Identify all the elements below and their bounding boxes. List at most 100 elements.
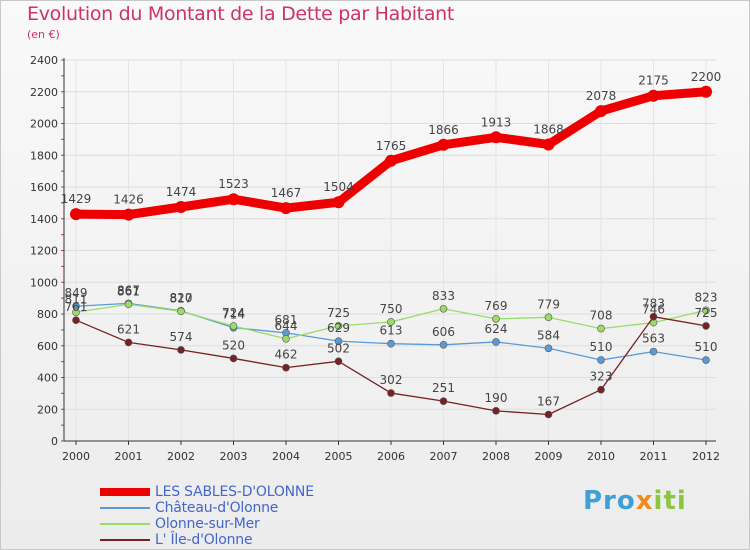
data-point — [702, 322, 710, 330]
legend-swatch — [100, 507, 150, 509]
data-point — [492, 315, 500, 323]
x-tick-label: 2009 — [535, 450, 563, 463]
data-label: 251 — [432, 381, 455, 395]
data-point — [72, 316, 80, 324]
data-point — [649, 312, 658, 321]
data-label: 1467 — [271, 186, 302, 200]
x-tick-label: 2001 — [115, 450, 143, 463]
data-point — [542, 138, 555, 151]
x-tick-label: 2002 — [167, 450, 195, 463]
chart-title: Evolution du Montant de la Dette par Hab… — [27, 3, 455, 25]
legend-swatch — [100, 523, 150, 525]
data-label: 861 — [117, 284, 140, 298]
data-label: 681 — [275, 313, 298, 327]
data-label: 584 — [537, 328, 560, 342]
data-point — [702, 356, 710, 364]
data-point — [700, 85, 712, 98]
data-point — [437, 138, 450, 151]
data-point — [282, 363, 290, 372]
proxiti-logo: Proxiti — [583, 486, 687, 516]
data-point — [334, 337, 343, 345]
data-label: 811 — [65, 292, 88, 306]
data-point — [490, 131, 502, 144]
data-label: 769 — [485, 299, 508, 313]
data-label: 867 — [117, 283, 140, 297]
legend-swatch — [100, 488, 150, 496]
series-lines — [70, 85, 712, 419]
x-tick-label: 2005 — [325, 450, 353, 463]
data-label: 323 — [590, 370, 613, 384]
data-point — [492, 407, 500, 415]
data-label: 714 — [222, 308, 245, 322]
data-label: 708 — [590, 309, 613, 323]
legend-label: L' Île-d'Olonne — [155, 532, 253, 548]
x-tick-label: 2012 — [692, 450, 720, 463]
data-label: 725 — [695, 306, 718, 320]
data-point — [387, 318, 395, 326]
data-point — [439, 397, 448, 405]
data-label: 820 — [170, 291, 193, 305]
data-label: 644 — [275, 319, 298, 333]
data-point — [70, 208, 82, 221]
data-label: 817 — [170, 291, 193, 305]
y-tick-label: 1200 — [30, 245, 58, 258]
data-label: 621 — [117, 322, 140, 336]
data-label: 783 — [642, 297, 665, 311]
data-label: 606 — [432, 325, 455, 339]
data-point — [387, 339, 395, 348]
x-tick-label: 2007 — [430, 450, 458, 463]
data-label: 1429 — [61, 192, 92, 206]
x-tick-label: 2006 — [377, 450, 405, 463]
data-point — [439, 304, 448, 313]
data-point — [597, 385, 605, 394]
data-label: 629 — [327, 321, 350, 335]
data-point — [334, 322, 343, 330]
data-label: 1474 — [166, 185, 197, 199]
data-label: 574 — [170, 330, 193, 344]
data-point — [544, 344, 553, 353]
data-label: 761 — [65, 300, 88, 314]
data-point — [595, 105, 607, 118]
data-label: 462 — [275, 348, 298, 362]
x-tick-label: 2011 — [640, 450, 668, 463]
y-tick-label: 1800 — [30, 149, 58, 162]
data-point — [175, 201, 187, 214]
data-label: 167 — [537, 394, 560, 408]
y-tick-label: 2400 — [30, 54, 58, 67]
data-point — [649, 347, 658, 356]
y-tick-label: 1000 — [30, 276, 58, 289]
logo-part-2: x — [635, 486, 654, 516]
data-point — [597, 324, 605, 333]
data-point — [177, 346, 185, 354]
data-point — [229, 322, 238, 330]
data-point — [385, 154, 397, 167]
data-point — [122, 208, 135, 221]
y-tick-label: 1600 — [30, 181, 58, 194]
y-tick-label: 0 — [51, 435, 58, 448]
data-point — [280, 202, 292, 215]
x-tick-label: 2008 — [482, 450, 510, 463]
data-point — [332, 196, 345, 209]
data-point — [229, 354, 238, 363]
x-tick-label: 2003 — [220, 450, 248, 463]
data-point — [492, 338, 500, 346]
y-tick-label: 1400 — [30, 213, 58, 226]
data-point — [334, 357, 343, 366]
data-point — [387, 389, 395, 397]
data-point — [544, 313, 553, 322]
data-label: 2200 — [691, 70, 722, 84]
data-label: 750 — [380, 302, 403, 316]
data-label: 502 — [327, 341, 350, 355]
y-tick-label: 2200 — [30, 86, 58, 99]
data-point — [597, 356, 605, 364]
logo-part-3: iti — [653, 486, 687, 516]
data-point — [72, 308, 80, 317]
y-tick-label: 200 — [37, 403, 58, 416]
x-tick-label: 2004 — [272, 450, 300, 463]
legend-label: Château-d'Olonne — [155, 500, 279, 516]
logo-part-1: Pro — [583, 486, 636, 516]
data-label: 779 — [537, 297, 560, 311]
data-label: 1523 — [218, 177, 249, 191]
data-label: 510 — [695, 340, 718, 354]
legend-swatch — [100, 539, 150, 541]
